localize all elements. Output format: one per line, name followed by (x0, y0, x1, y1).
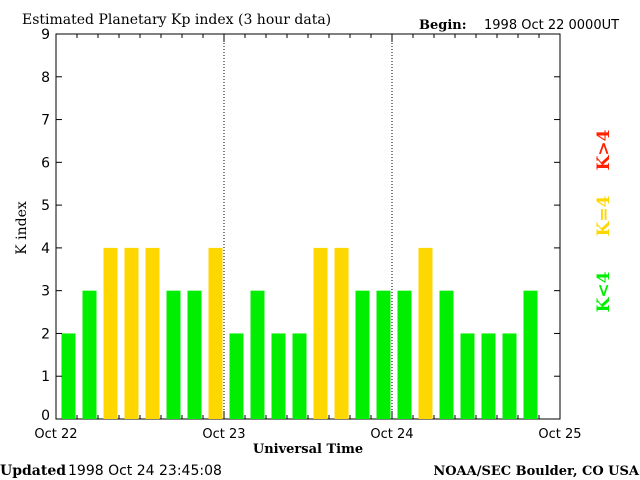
x-tick-label: Oct 25 (538, 427, 581, 442)
chart-title: Estimated Planetary Kp index (3 hour dat… (22, 12, 331, 28)
y-tick-label: 7 (41, 113, 50, 129)
bar (397, 290, 412, 419)
bar (502, 333, 517, 419)
legend-mid: K=4 (594, 195, 614, 236)
bar (145, 247, 160, 419)
legend-low: K<4 (594, 271, 614, 312)
y-tick-label: 5 (41, 198, 50, 214)
begin-value: 1998 Oct 22 0000UT (484, 18, 619, 33)
bar (250, 290, 265, 419)
bar (82, 290, 97, 419)
bar (481, 333, 496, 419)
bar (376, 290, 391, 419)
x-tick-label: Oct 22 (34, 427, 77, 442)
bar (355, 290, 370, 419)
bar (292, 333, 307, 419)
y-tick-label: 1 (41, 369, 50, 385)
bars-group (61, 247, 538, 419)
y-tick-label: 3 (41, 284, 50, 300)
y-tick-label: 4 (41, 241, 50, 257)
updated-value: 1998 Oct 24 23:45:08 (68, 463, 222, 479)
bar (271, 333, 286, 419)
bar (166, 290, 181, 419)
bar (418, 247, 433, 419)
source-credit: NOAA/SEC Boulder, CO USA (433, 464, 640, 479)
legend-high: K>4 (594, 129, 614, 170)
bar (208, 247, 223, 419)
y-tick-label: 0 (41, 408, 50, 424)
bar (334, 247, 349, 419)
bar (187, 290, 202, 419)
x-tick-label: Oct 24 (370, 427, 413, 442)
bar (313, 247, 328, 419)
x-tick-label: Oct 23 (202, 427, 245, 442)
y-ticks-group: 0 1 2 3 4 5 6 7 8 9 (41, 27, 560, 424)
bar (124, 247, 139, 419)
x-ticks-group: Oct 22 Oct 23 Oct 24 Oct 25 (34, 34, 582, 442)
bar (439, 290, 454, 419)
bar (229, 333, 244, 419)
bar (523, 290, 538, 419)
bar (61, 333, 76, 419)
bar (103, 247, 118, 419)
bar (460, 333, 475, 419)
y-tick-label: 2 (41, 326, 50, 342)
y-axis-label: K index (14, 201, 30, 255)
y-tick-label: 8 (41, 70, 50, 86)
begin-label: Begin: (419, 18, 467, 33)
x-axis-label: Universal Time (253, 442, 363, 457)
y-tick-label: 6 (41, 155, 50, 171)
y-tick-label: 9 (41, 27, 50, 43)
updated-label: Updated (0, 463, 66, 479)
